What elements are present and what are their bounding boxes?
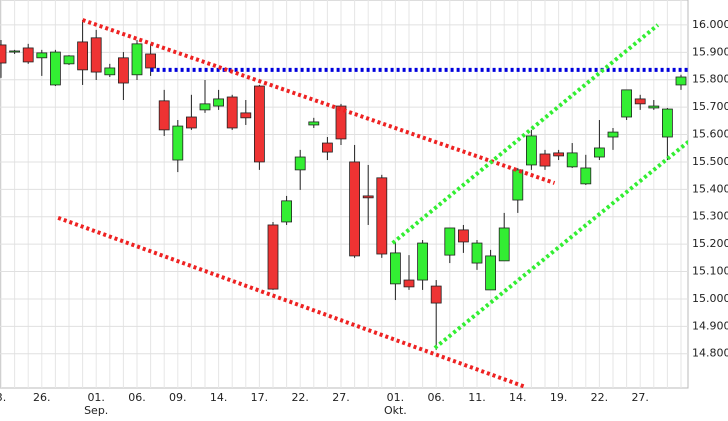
candle-body xyxy=(580,167,592,185)
x-tick-label: 26. xyxy=(33,391,51,404)
y-tick-label: 15.800 xyxy=(692,73,728,86)
plot-area xyxy=(0,0,689,389)
candle-body xyxy=(498,227,510,262)
x-tick-label: 17. xyxy=(251,391,269,404)
y-tick-label: 15.500 xyxy=(692,155,728,168)
candle-body xyxy=(90,37,102,73)
candle-body xyxy=(240,112,252,119)
month-label: Okt. xyxy=(384,404,407,417)
y-tick-label: 15.300 xyxy=(692,210,728,223)
trend-line xyxy=(433,139,688,350)
candle-body xyxy=(104,67,116,76)
candle-body xyxy=(539,153,551,167)
candle-body xyxy=(0,44,7,64)
candle-body xyxy=(594,147,605,158)
candle-body xyxy=(444,227,456,256)
candle-body xyxy=(118,57,129,84)
y-tick-label: 14.800 xyxy=(692,347,728,360)
candle-body xyxy=(566,152,578,168)
candle-body xyxy=(376,177,388,255)
y-tick-label: 15.700 xyxy=(692,100,728,113)
candle-body xyxy=(158,100,170,131)
candle-body xyxy=(485,255,497,291)
y-tick-label: 15.600 xyxy=(692,128,728,141)
candle-body xyxy=(621,89,632,118)
candle-body xyxy=(267,224,279,290)
candle-body xyxy=(321,142,333,153)
candle-body xyxy=(512,169,524,201)
x-tick-label: 22. xyxy=(591,391,609,404)
candle-body xyxy=(226,96,238,129)
candle-body xyxy=(63,55,75,65)
candle-body xyxy=(308,121,320,126)
candle-body xyxy=(213,98,225,107)
candle-body xyxy=(22,47,34,63)
trend-line xyxy=(57,215,526,388)
y-tick-label: 15.000 xyxy=(692,292,728,305)
candle-body xyxy=(471,242,483,264)
candle-body xyxy=(553,152,564,157)
candle-body xyxy=(294,156,306,171)
x-tick-label: 3. xyxy=(0,391,6,404)
candle-body xyxy=(131,43,143,76)
y-tick-label: 14.900 xyxy=(692,319,728,332)
candle-body xyxy=(172,125,184,161)
x-tick-label: 19. xyxy=(550,391,568,404)
candle-body xyxy=(335,105,347,140)
month-label: Sep. xyxy=(84,404,108,417)
candle-body xyxy=(457,229,469,243)
candle-body xyxy=(403,279,415,288)
candle-body xyxy=(417,242,429,281)
candle-body xyxy=(9,50,21,53)
y-tick-label: 15.100 xyxy=(692,265,728,278)
y-tick-label: 15.200 xyxy=(692,237,728,250)
x-tick-label: 27. xyxy=(332,391,350,404)
x-tick-label: 14. xyxy=(509,391,527,404)
candle-body xyxy=(281,200,293,223)
x-tick-label: 01. xyxy=(87,391,105,404)
candle-body xyxy=(648,105,660,109)
candle-body xyxy=(526,135,537,166)
x-tick-label: 22. xyxy=(291,391,309,404)
x-tick-label: 27. xyxy=(631,391,649,404)
y-tick-label: 15.900 xyxy=(692,45,728,58)
candle-body xyxy=(50,51,61,86)
candle-body xyxy=(349,161,361,257)
candle-body xyxy=(634,98,646,105)
candle-body xyxy=(36,52,48,59)
y-tick-label: 16.000 xyxy=(692,18,728,31)
candle-body xyxy=(607,131,619,138)
candle-body xyxy=(430,285,442,304)
x-tick-label: 01. xyxy=(387,391,405,404)
candle-body xyxy=(362,195,374,199)
candle-body xyxy=(145,53,157,69)
trend-line xyxy=(81,18,556,185)
candle-body xyxy=(199,103,211,111)
x-tick-label: 09. xyxy=(169,391,187,404)
candle-body xyxy=(675,76,687,86)
candle-body xyxy=(185,116,197,129)
candle-body xyxy=(389,252,401,285)
candle-body xyxy=(253,85,265,163)
y-tick-label: 15.400 xyxy=(692,182,728,195)
candle-body xyxy=(77,41,88,71)
x-tick-label: 06. xyxy=(128,391,146,404)
x-tick-label: 14. xyxy=(210,391,228,404)
candle-body xyxy=(662,108,673,138)
x-tick-label: 11. xyxy=(468,391,486,404)
x-tick-label: 06. xyxy=(427,391,445,404)
